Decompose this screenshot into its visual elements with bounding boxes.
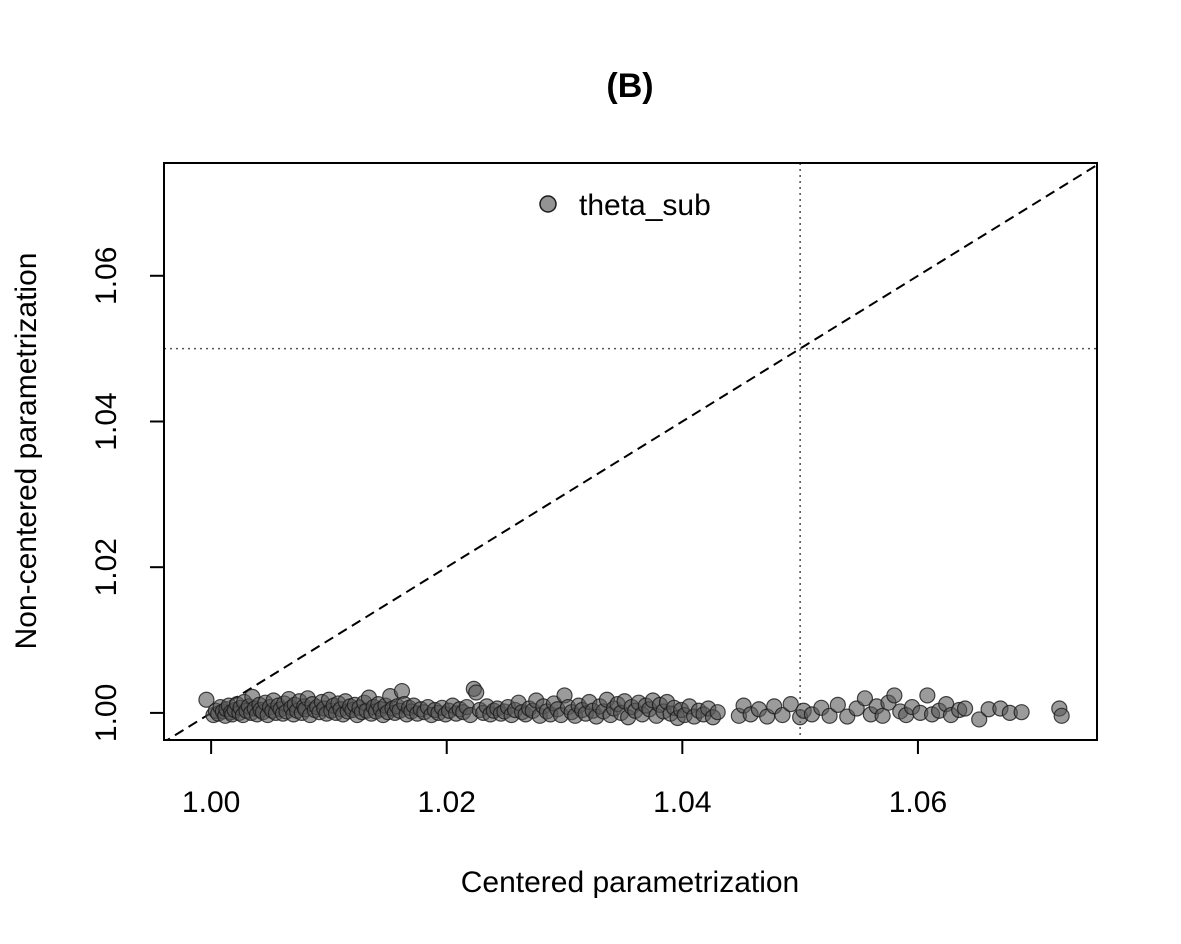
data-point: [469, 685, 484, 700]
x-tick-label: 1.06: [889, 786, 947, 819]
legend-label: theta_sub: [579, 189, 711, 222]
data-point: [710, 705, 725, 720]
plot-frame: [164, 163, 1097, 740]
y-axis-label: Non-centered parametrization: [10, 253, 43, 650]
x-tick-label: 1.04: [653, 786, 711, 819]
data-point: [887, 688, 902, 703]
data-point: [958, 701, 973, 716]
identity-line: [93, 57, 1181, 786]
data-point: [1054, 708, 1069, 723]
y-tick-label: 1.04: [90, 392, 123, 450]
x-axis-label: Centered parametrization: [461, 866, 800, 899]
x-axis: 1.00 1.02 1.04 1.06: [182, 740, 947, 819]
chart-title: (B): [606, 67, 653, 105]
y-axis: 1.00 1.02 1.04 1.06: [90, 247, 164, 743]
legend-marker: [540, 196, 556, 212]
data-point: [394, 684, 409, 699]
x-tick-label: 1.02: [418, 786, 476, 819]
legend: theta_sub: [540, 189, 711, 222]
x-tick-label: 1.00: [182, 786, 240, 819]
data-point: [1014, 705, 1029, 720]
data-point: [920, 688, 935, 703]
y-tick-label: 1.00: [90, 684, 123, 742]
y-tick-label: 1.06: [90, 247, 123, 305]
y-tick-label: 1.02: [90, 538, 123, 596]
points-layer: [199, 681, 1069, 727]
